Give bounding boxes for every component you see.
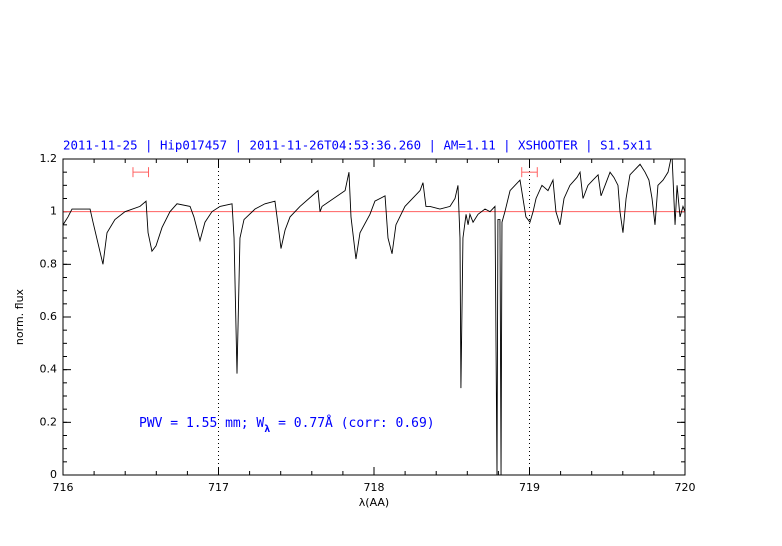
x-tick-label: 717 <box>208 481 229 494</box>
chart-title: 2011-11-25 | Hip017457 | 2011-11-26T04:5… <box>63 138 652 153</box>
x-tick-label: 718 <box>364 481 385 494</box>
range-bar <box>132 167 150 178</box>
y-tick-label: 0.2 <box>40 415 58 428</box>
annotation: PWV = 1.55 mm; Wλ = 0.77Å (corr: 0.69) <box>139 415 435 435</box>
y-tick-label: 0.8 <box>40 257 58 270</box>
y-axis-label: norm. flux <box>13 288 26 345</box>
y-tick-label: 1.2 <box>40 152 58 165</box>
y-tick-label: 0 <box>50 468 57 481</box>
annotation-text: PWV = 1.55 mm; W <box>139 416 264 431</box>
x-tick-label: 720 <box>675 481 696 494</box>
x-tick-label: 716 <box>53 481 74 494</box>
spectrum-line <box>63 159 685 475</box>
range-bar <box>521 167 538 178</box>
y-tick-label: 1 <box>50 205 57 218</box>
plot-frame <box>62 158 686 476</box>
y-tick-label: 0.6 <box>40 310 58 323</box>
annotation-subscript: λ <box>264 424 270 435</box>
y-tick-label: 0.4 <box>40 363 58 376</box>
x-axis-label: λ(AA) <box>359 496 389 509</box>
x-tick-label: 719 <box>519 481 540 494</box>
annotation-text: = 0.77Å (corr: 0.69) <box>270 415 434 431</box>
